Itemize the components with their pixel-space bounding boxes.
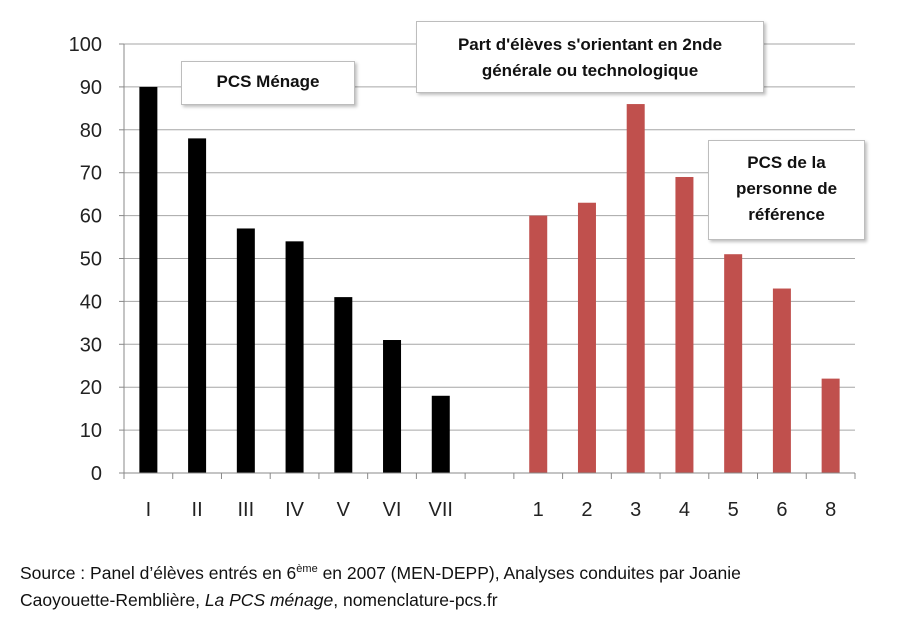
bar-reference-4 <box>675 176 694 474</box>
y-tick-label: 90 <box>80 77 102 99</box>
x-tick-label: 5 <box>728 499 739 521</box>
y-axis-ticks: 0 10 20 30 40 50 60 70 80 90 100 <box>69 34 125 485</box>
bar-reference-8 <box>821 378 840 473</box>
source-italic: La PCS ménage <box>204 589 334 610</box>
x-tick-label: VII <box>429 499 453 521</box>
x-tick-label: I <box>146 499 152 521</box>
x-tick-label: IV <box>285 499 305 521</box>
bar-menage-IV <box>285 241 304 473</box>
source-superscript: ème <box>296 563 318 575</box>
bar-reference-5 <box>724 254 743 473</box>
x-tick-label: 1 <box>533 499 544 521</box>
x-axis <box>123 472 856 479</box>
x-tick-label: III <box>237 499 254 521</box>
bar-reference-2 <box>577 202 596 474</box>
bar-menage-I <box>139 86 158 474</box>
x-tick-label: V <box>337 499 351 521</box>
pcs-menage-text: PCS Ménage <box>216 72 320 91</box>
pcs-menage-label: PCS Ménage <box>181 61 355 105</box>
source-note: Source : Panel d’élèves entrés en 6ème e… <box>20 556 840 614</box>
y-tick-label: 30 <box>80 334 102 356</box>
x-tick-label: VI <box>383 499 402 521</box>
x-tick-label: 4 <box>679 499 690 521</box>
y-tick-label: 100 <box>69 34 102 56</box>
y-tick-label: 20 <box>80 377 102 399</box>
bar-reference-1 <box>529 215 548 473</box>
y-tick-label: 60 <box>80 206 102 228</box>
bar-menage-VI <box>383 340 402 473</box>
y-tick-label: 0 <box>91 463 102 485</box>
bar-menage-II <box>188 138 207 473</box>
y-tick-label: 40 <box>80 291 102 313</box>
source-prefix: Source : Panel d’élèves entrés en 6 <box>20 562 297 583</box>
source-middle: en 2007 (MEN-DEPP), Analyses conduites p… <box>20 562 741 610</box>
bar-menage-V <box>334 297 353 473</box>
x-axis-ticks: I II III IV V VI VII 1 2 3 4 5 6 8 <box>146 499 837 521</box>
y-tick-label: 10 <box>80 420 102 442</box>
pcs-reference-label: PCS de la personne de référence <box>708 140 865 240</box>
bar-reference-6 <box>772 288 791 473</box>
pcs-reference-line3: référence <box>748 205 825 224</box>
source-suffix: , nomenclature-pcs.fr <box>333 589 498 610</box>
y-tick-label: 80 <box>80 120 102 142</box>
bar-menage-VII <box>431 395 450 473</box>
bars <box>139 86 840 474</box>
bar-reference-3 <box>626 104 645 473</box>
chart-title-box: Part d'élèves s'orientant en 2nde généra… <box>416 21 764 93</box>
x-tick-label: 6 <box>776 499 787 521</box>
x-tick-label: 3 <box>630 499 641 521</box>
x-tick-label: II <box>192 499 203 521</box>
pcs-reference-line1: PCS de la <box>747 153 826 172</box>
chart-title-line1: Part d'élèves s'orientant en 2nde <box>457 35 723 54</box>
x-tick-label: 8 <box>825 499 836 521</box>
y-tick-label: 70 <box>80 163 102 185</box>
x-tick-label: 2 <box>581 499 592 521</box>
pcs-reference-line2: personne de <box>735 179 838 198</box>
chart-title-line2: générale ou technologique <box>481 61 699 80</box>
y-tick-label: 50 <box>80 249 102 271</box>
bar-menage-III <box>236 228 255 473</box>
